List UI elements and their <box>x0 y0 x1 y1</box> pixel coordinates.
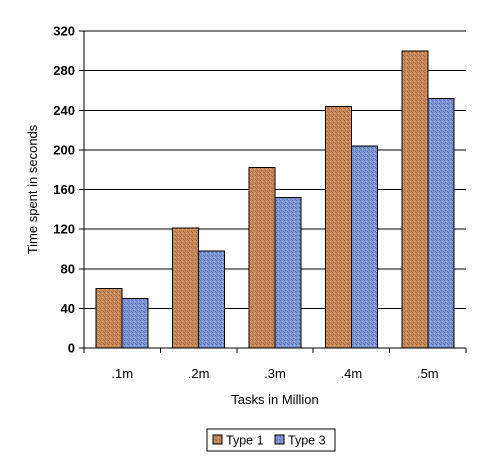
bars <box>95 50 455 349</box>
x-category-label: .3m <box>264 366 286 381</box>
y-tick-label: 40 <box>61 301 75 316</box>
y-tick-label: 80 <box>61 261 75 276</box>
bar-type-3-5 <box>427 97 455 349</box>
legend: Type 1 Type 3 <box>206 428 336 452</box>
y-tick-label: 120 <box>53 222 75 237</box>
x-category-label: .2m <box>188 366 210 381</box>
legend-swatch-type-1 <box>212 434 223 445</box>
bar-type-1-2 <box>172 227 200 349</box>
bar-type-1-4 <box>324 105 352 349</box>
y-tick-label: 320 <box>53 24 75 39</box>
bar-type-3-3 <box>274 196 302 349</box>
y-axis-title: Time spent in seconds <box>25 124 40 254</box>
x-axis-category-labels: .1m .2m .3m .4m .5m <box>111 366 438 381</box>
bar-type-1-5 <box>401 50 429 349</box>
x-category-label: .5m <box>417 366 439 381</box>
bar-type-3-4 <box>350 145 378 349</box>
y-tick-label: 0 <box>68 341 75 356</box>
legend-box <box>206 428 336 452</box>
y-axis-tick-labels: 0 40 80 120 160 200 240 280 320 <box>53 24 75 356</box>
y-tick-label: 280 <box>53 63 75 78</box>
bar-type-1-3 <box>248 167 276 349</box>
bar-type-1-1 <box>95 288 123 349</box>
x-axis-title: Tasks in Million <box>231 392 318 407</box>
bar-type-3-2 <box>198 250 226 349</box>
y-tick-label: 160 <box>53 182 75 197</box>
legend-label: Type 1 <box>226 434 264 448</box>
y-tick-label: 240 <box>53 103 75 118</box>
x-category-label: .1m <box>111 366 133 381</box>
y-tick-label: 200 <box>53 142 75 157</box>
axes <box>79 30 467 353</box>
bar-type-3-1 <box>121 297 149 349</box>
legend-swatch-type-3 <box>274 434 285 445</box>
legend-label: Type 3 <box>288 434 326 448</box>
x-category-label: .4m <box>341 366 363 381</box>
